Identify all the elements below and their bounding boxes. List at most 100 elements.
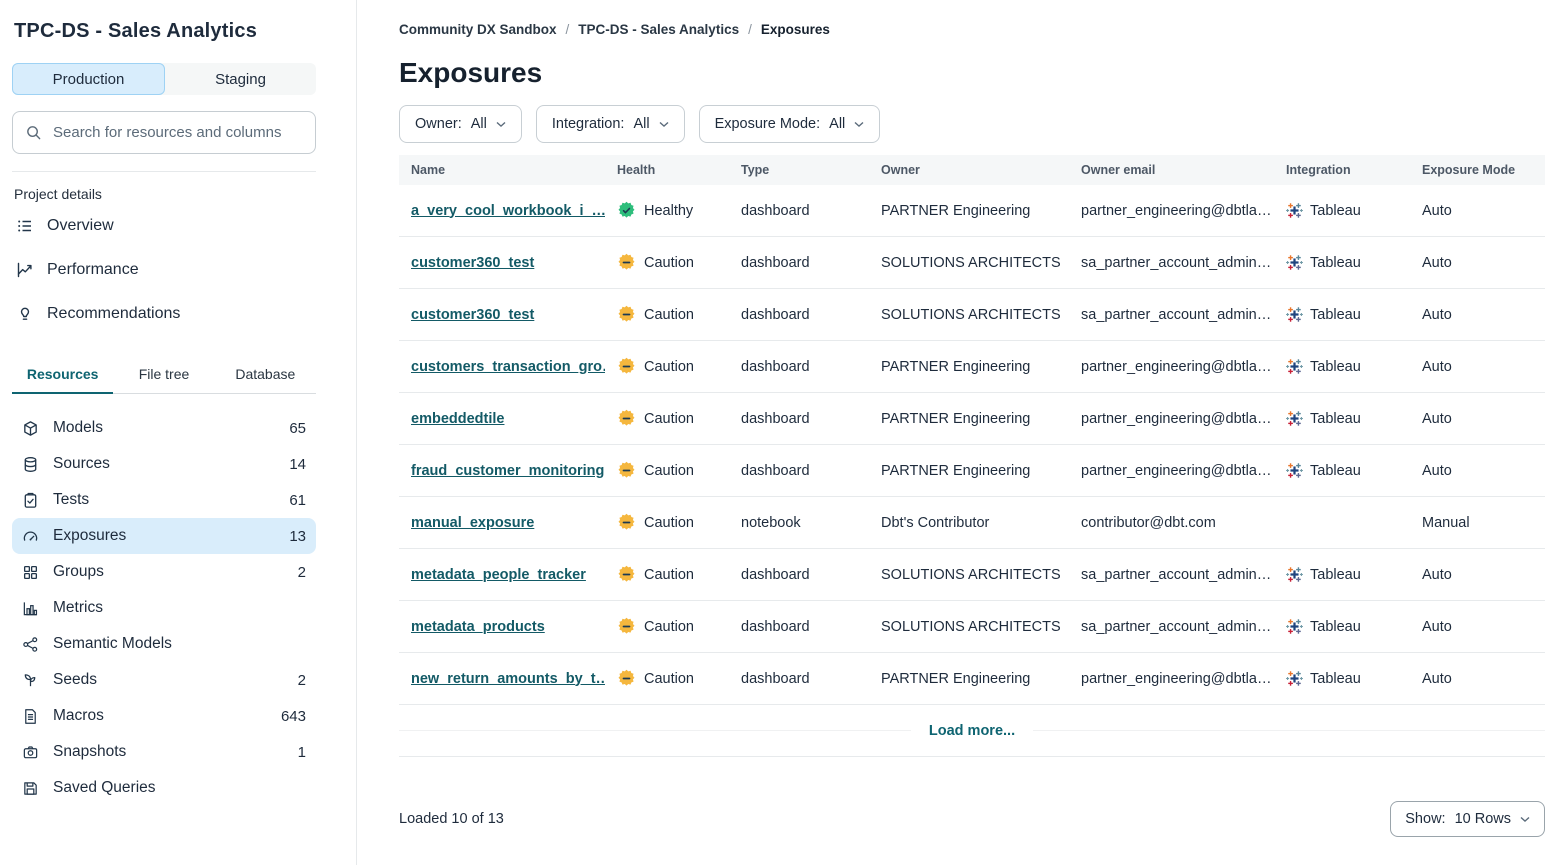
owner-email-cell: partner_engineering@dbtla… <box>1081 462 1272 479</box>
sidebar-item-groups[interactable]: Groups 2 <box>12 554 316 590</box>
sidebar-item-semantic-models[interactable]: Semantic Models <box>12 626 316 662</box>
exposure-mode-cell: Auto <box>1422 462 1452 479</box>
sidebar-item-metrics[interactable]: Metrics <box>12 590 316 626</box>
sidebar: TPC-DS - Sales Analytics Production Stag… <box>0 0 357 865</box>
exposure-name-link[interactable]: customer360_test <box>411 306 535 323</box>
breadcrumb-account-link[interactable]: Community DX Sandbox <box>399 22 557 37</box>
integration-cell: Tableau <box>1274 566 1410 583</box>
page-title: Exposures <box>399 57 543 88</box>
tableau-icon <box>1286 618 1303 635</box>
table-row: metadata_products Caution dashboard SOLUTIO… <box>399 601 1545 653</box>
health-label: Caution <box>644 306 694 323</box>
owner-filter-dropdown[interactable]: Owner: All <box>399 105 522 143</box>
sidebar-item-saved-queries[interactable]: Saved Queries <box>12 770 316 806</box>
clipboard-check-icon <box>22 492 40 509</box>
owner-email-cell: sa_partner_account_admin… <box>1081 566 1272 583</box>
exposure-mode-cell: Auto <box>1422 670 1452 687</box>
resource-label: Macros <box>53 707 104 724</box>
filter-value: All <box>633 116 650 132</box>
resource-label: Tests <box>53 491 90 508</box>
exposures-table-body: a_very_cool_workbook_i_… Healthy dashboard… <box>399 185 1545 705</box>
name-cell: customer360_test <box>399 307 605 323</box>
owner-email-cell: sa_partner_account_admin… <box>1081 254 1272 271</box>
sidebar-item-overview[interactable]: Overview <box>12 204 316 248</box>
breadcrumb-project-link[interactable]: TPC-DS - Sales Analytics <box>578 22 740 37</box>
tab-file-tree[interactable]: File tree <box>138 366 190 382</box>
sidebar-item-performance[interactable]: Performance <box>12 248 316 292</box>
resource-count: 643 <box>280 707 306 725</box>
health-label: Caution <box>644 514 694 531</box>
name-cell: metadata_products <box>399 619 605 635</box>
bar-chart-icon <box>22 600 40 617</box>
owner-cell: SOLUTIONS ARCHITECTS <box>881 254 1061 271</box>
exposure-name-link[interactable]: embeddedtile <box>411 410 505 427</box>
column-header-name: Name <box>411 163 446 177</box>
divider-line <box>399 730 911 731</box>
exposure-name-link[interactable]: a_very_cool_workbook_i_… <box>411 202 605 219</box>
sidebar-item-sources[interactable]: Sources 14 <box>12 446 316 482</box>
cube-icon <box>22 420 40 437</box>
tableau-icon <box>1286 410 1303 427</box>
exposure-name-link[interactable]: metadata_products <box>411 618 545 635</box>
search-box[interactable] <box>12 111 316 154</box>
health-label: Caution <box>644 462 694 479</box>
grid-icon <box>22 564 40 581</box>
seedling-icon <box>22 672 40 689</box>
integration-cell: Tableau <box>1274 254 1410 271</box>
sidebar-item-snapshots[interactable]: Snapshots 1 <box>12 734 316 770</box>
exposure-name-link[interactable]: manual_exposure <box>411 514 535 531</box>
name-cell: manual_exposure <box>399 515 605 531</box>
owner-email-cell: sa_partner_account_admin… <box>1081 618 1272 635</box>
sidebar-item-seeds[interactable]: Seeds 2 <box>12 662 316 698</box>
owner-cell: PARTNER Engineering <box>881 410 1031 427</box>
integration-label: Tableau <box>1310 202 1361 219</box>
breadcrumb: Community DX Sandbox / TPC-DS - Sales An… <box>399 22 1545 37</box>
resource-tabs: Resources File tree Database <box>12 358 316 394</box>
exposure-name-link[interactable]: metadata_people_tracker <box>411 566 586 583</box>
database-icon <box>22 456 40 473</box>
owner-cell: Dbt's Contributor <box>881 514 990 531</box>
tab-production[interactable]: Production <box>12 63 165 95</box>
exposure-name-link[interactable]: fraud_customer_monitoring <box>411 462 605 479</box>
tab-database[interactable]: Database <box>235 366 296 382</box>
healthy-badge-icon <box>617 201 636 220</box>
health-label: Caution <box>644 566 694 583</box>
loaded-status: Loaded 10 of 13 <box>399 811 504 827</box>
name-cell: customer360_test <box>399 255 605 271</box>
exposure-name-link[interactable]: customer360_test <box>411 254 535 271</box>
integration-label: Tableau <box>1310 254 1361 271</box>
tab-resources[interactable]: Resources <box>12 358 114 394</box>
sidebar-item-recommendations[interactable]: Recommendations <box>12 292 316 336</box>
column-header-owner: Owner <box>881 163 920 177</box>
exposure-mode-cell: Auto <box>1422 254 1452 271</box>
sidebar-item-tests[interactable]: Tests 61 <box>12 482 316 518</box>
type-cell: notebook <box>741 514 801 531</box>
load-more-link[interactable]: Load more... <box>928 722 1016 739</box>
exposure-mode-cell: Auto <box>1422 618 1452 635</box>
type-cell: dashboard <box>741 462 810 479</box>
health-label: Healthy <box>644 202 694 219</box>
integration-filter-dropdown[interactable]: Integration: All <box>535 105 685 143</box>
tab-staging[interactable]: Staging <box>165 63 316 95</box>
show-rows-label: Show: <box>1405 811 1446 827</box>
tableau-icon <box>1286 462 1303 479</box>
sidebar-item-macros[interactable]: Macros 643 <box>12 698 316 734</box>
integration-label: Tableau <box>1310 462 1361 479</box>
exposure-name-link[interactable]: new_return_amounts_by_t… <box>411 670 605 687</box>
health-label: Caution <box>644 618 694 635</box>
search-input[interactable] <box>51 123 303 142</box>
exposure-mode-cell: Auto <box>1422 410 1452 427</box>
integration-cell: Tableau <box>1274 618 1410 635</box>
filter-value: All <box>829 116 846 132</box>
exposure-mode-filter-dropdown[interactable]: Exposure Mode: All <box>698 105 881 143</box>
column-header-owner-email: Owner email <box>1081 163 1156 177</box>
filter-label: Owner: <box>415 116 462 132</box>
sidebar-item-exposures[interactable]: Exposures 13 <box>12 518 316 554</box>
sidebar-item-models[interactable]: Models 65 <box>12 410 316 446</box>
table-row: new_return_amounts_by_t… Caution dashboard… <box>399 653 1545 705</box>
exposure-name-link[interactable]: customers_transaction_gro… <box>411 358 605 375</box>
health-label: Caution <box>644 358 694 375</box>
filter-value: All <box>470 116 487 132</box>
integration-cell: Tableau <box>1274 306 1410 323</box>
show-rows-button[interactable]: Show: 10 Rows <box>1390 801 1545 837</box>
